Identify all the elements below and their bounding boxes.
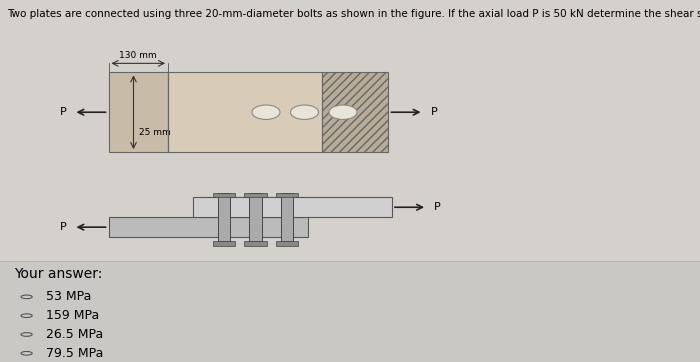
Text: 26.5 MPa: 26.5 MPa [46, 328, 103, 341]
Bar [276, 193, 298, 197]
Bar [244, 241, 267, 246]
Text: 130 mm: 130 mm [120, 51, 157, 60]
Text: 53 MPa: 53 MPa [46, 290, 91, 303]
Text: P: P [430, 107, 438, 117]
Circle shape [329, 105, 357, 119]
Bar [108, 217, 308, 237]
Bar [322, 72, 388, 152]
Text: Your answer:: Your answer: [14, 267, 102, 281]
Bar [168, 72, 322, 152]
Bar [218, 193, 230, 241]
Bar [244, 193, 267, 197]
Bar [0, 261, 700, 362]
Text: Two plates are connected using three 20-mm-diameter bolts as shown in the figure: Two plates are connected using three 20-… [7, 9, 700, 19]
Text: P: P [60, 222, 66, 232]
Circle shape [290, 105, 318, 119]
Bar [213, 193, 235, 197]
Text: 25 mm: 25 mm [139, 128, 171, 136]
Text: 159 MPa: 159 MPa [46, 309, 99, 322]
Text: P: P [60, 107, 66, 117]
Text: 25 mm: 25 mm [306, 197, 337, 206]
Text: 79.5 MPa: 79.5 MPa [46, 347, 103, 360]
Bar [249, 193, 262, 241]
Bar [281, 193, 293, 241]
Text: P: P [434, 202, 441, 212]
Circle shape [252, 105, 280, 119]
Bar [276, 241, 298, 246]
Bar [193, 197, 392, 217]
Bar [213, 241, 235, 246]
Bar [108, 72, 168, 152]
